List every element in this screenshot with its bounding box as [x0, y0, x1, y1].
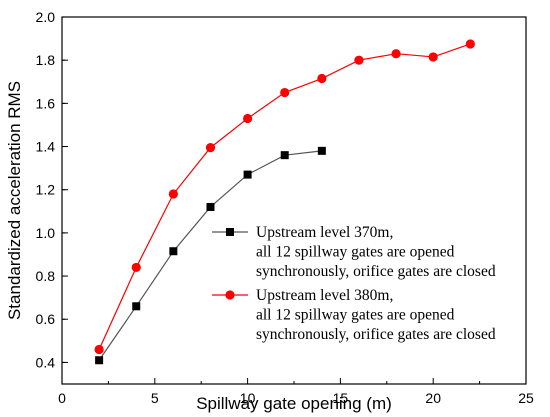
ticks-layer: 0 5 10 15 20 25 0.4 0.6 0.8 1.0 1.2 1.4 1.6 1.8 2.0	[36, 9, 534, 406]
y-tick-label: 0.6	[36, 311, 56, 327]
x-axis-title: Spillway gate opening (m)	[196, 394, 392, 413]
series-1	[95, 146, 326, 365]
y-tick-label: 2.0	[36, 9, 56, 25]
y-tick-label: 1.4	[36, 139, 56, 155]
x-tick-label: 20	[425, 390, 441, 406]
data-point	[428, 52, 438, 62]
data-point	[132, 302, 141, 311]
y-tick-label: 0.4	[36, 354, 56, 370]
legend-entry-2: Upstream level 380m, all 12 spillway gate…	[212, 287, 496, 343]
data-point	[169, 247, 178, 256]
y-tick-label: 1.6	[36, 95, 56, 111]
legend-label: all 12 spillway gates are opened	[256, 244, 455, 261]
data-point	[317, 73, 327, 84]
data-point	[354, 55, 364, 65]
legend-marker	[226, 228, 234, 236]
data-point	[243, 113, 253, 124]
data-point	[131, 262, 141, 273]
legend-label: synchronously, orifice gates are closed	[256, 326, 496, 343]
data-point	[280, 151, 289, 160]
series-layer	[94, 39, 475, 365]
plot-frame	[61, 16, 527, 385]
data-point	[95, 356, 104, 365]
data-point	[168, 189, 178, 199]
legend-entry-1: Upstream level 370m, all 12 spillway gate…	[212, 224, 496, 280]
data-point	[94, 344, 104, 355]
data-point	[465, 39, 475, 49]
y-tick-label: 0.8	[36, 268, 56, 284]
legend-marker	[225, 290, 235, 300]
x-tick-label: 25	[518, 390, 534, 406]
x-tick-label: 0	[58, 390, 66, 406]
legend: Upstream level 370m, all 12 spillway gate…	[212, 224, 496, 343]
x-tick-label: 15	[333, 390, 349, 406]
x-tick-label: 10	[240, 390, 256, 406]
series-2	[94, 39, 475, 355]
x-tick-label: 5	[151, 390, 159, 406]
data-point	[391, 49, 401, 59]
legend-label: Upstream level 370m,	[256, 224, 393, 241]
y-tick-label: 1.8	[36, 52, 56, 68]
legend-label: Upstream level 380m,	[256, 287, 393, 304]
data-point	[205, 143, 216, 153]
data-point	[206, 202, 215, 211]
y-tick-label: 1.0	[36, 225, 56, 241]
y-axis-title: Standardized acceleration RMS	[5, 81, 24, 320]
data-point	[243, 170, 252, 179]
data-point	[317, 146, 326, 155]
legend-label: synchronously, orifice gates are closed	[256, 263, 496, 280]
legend-label: all 12 spillway gates are opened	[256, 307, 455, 324]
data-point	[280, 87, 290, 98]
y-tick-label: 1.2	[36, 182, 56, 198]
